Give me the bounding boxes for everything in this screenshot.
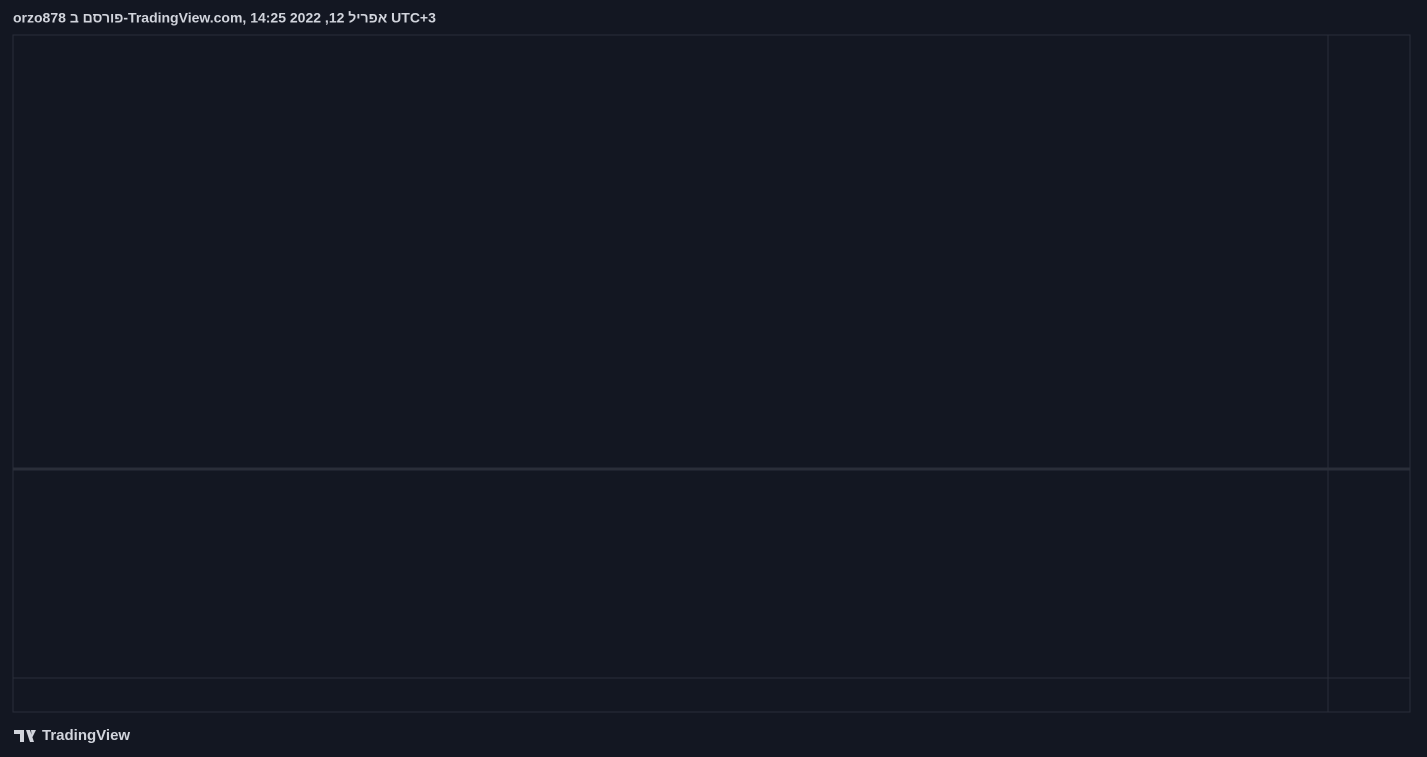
frame: [12, 34, 1411, 713]
logo: TradingView: [14, 727, 130, 744]
published-line: orzo878 פורסם ב-TradingView.com, 14:25 2…: [13, 10, 436, 26]
logo-text: TradingView: [42, 727, 130, 744]
logo-icon: [14, 730, 36, 742]
